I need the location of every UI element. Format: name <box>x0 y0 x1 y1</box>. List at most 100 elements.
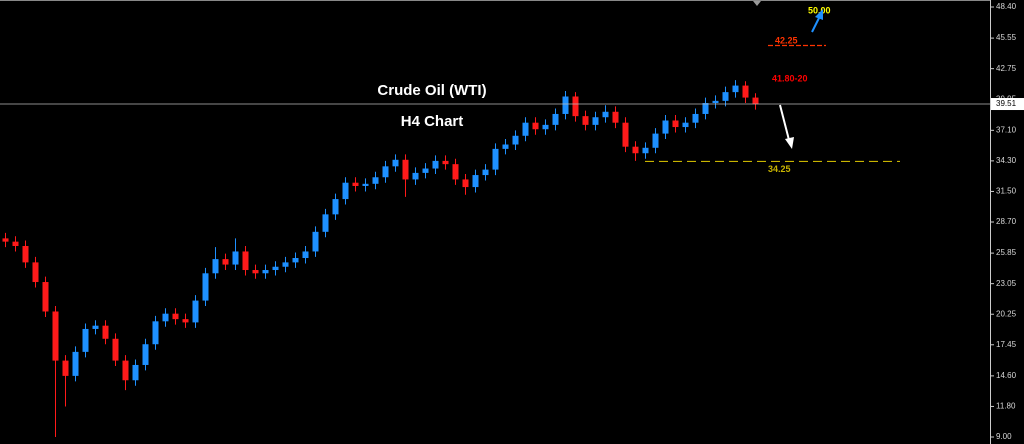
candle-body <box>602 111 609 118</box>
last-price-label: 39.51 <box>996 99 1017 108</box>
candle-body <box>572 96 579 117</box>
candle-body <box>202 273 209 301</box>
candle-body <box>452 164 459 180</box>
up-arrow <box>811 15 821 33</box>
candle-body <box>12 241 19 247</box>
down-arrow <box>779 104 790 141</box>
level-label: 34.25 <box>768 164 791 174</box>
candle-body <box>552 113 559 125</box>
candle-body <box>362 183 369 186</box>
chart-subtitle: H4 Chart <box>401 113 464 130</box>
candle-body <box>32 262 39 283</box>
candle-body <box>532 122 539 130</box>
candle-body <box>182 319 189 323</box>
candle-body <box>272 266 279 271</box>
candle-body <box>672 120 679 128</box>
candle-body <box>462 179 469 188</box>
y-tick-label: 20.25 <box>996 309 1017 318</box>
candle-body <box>662 120 669 134</box>
candle-body <box>152 321 159 345</box>
candle-body <box>222 259 229 265</box>
candle-body <box>582 116 589 125</box>
candle-body <box>22 246 29 263</box>
candle-body <box>312 231 319 252</box>
candle-body <box>72 351 79 376</box>
y-tick-label: 31.50 <box>996 187 1017 196</box>
target-label: 50.00 <box>808 5 831 15</box>
candle-body <box>342 182 349 200</box>
candle-body <box>42 282 49 312</box>
target-label: 42.25 <box>775 35 798 45</box>
down-arrowhead <box>785 137 794 149</box>
candle-body <box>282 262 289 267</box>
shift-marker <box>753 1 761 6</box>
candle-body <box>52 311 59 361</box>
y-tick-label: 11.80 <box>996 402 1016 411</box>
candle-body <box>622 122 629 147</box>
candle-body <box>732 85 739 93</box>
candle-body <box>752 97 759 105</box>
candle-body <box>242 251 249 271</box>
y-tick-label: 37.10 <box>996 125 1017 134</box>
price-axis: 48.4045.5542.7539.9537.1034.3031.5028.70… <box>990 2 1024 441</box>
candle-body <box>492 148 499 170</box>
candle-body <box>132 364 139 381</box>
candle-body <box>432 160 439 169</box>
candle-body <box>392 159 399 167</box>
resistance-label: 41.80-20 <box>772 73 808 83</box>
plot-area: 34.25 <box>0 80 990 437</box>
candle-body <box>192 300 199 323</box>
candle-body <box>262 270 269 274</box>
candle-body <box>702 103 709 114</box>
candle-body <box>512 135 519 145</box>
candle-body <box>82 328 89 352</box>
y-tick-label: 17.45 <box>996 340 1017 349</box>
candle-body <box>382 166 389 178</box>
candle-body <box>292 258 299 263</box>
candle-body <box>742 85 749 98</box>
y-tick-label: 45.55 <box>996 33 1017 42</box>
candle-body <box>122 360 129 381</box>
candle-body <box>302 251 309 259</box>
candle-body <box>322 214 329 232</box>
candle-body <box>652 133 659 148</box>
y-tick-label: 23.05 <box>996 279 1017 288</box>
candle-body <box>642 147 649 154</box>
candle-body <box>62 360 69 376</box>
last-price-box <box>991 98 1024 111</box>
candle-body <box>112 338 119 361</box>
candle-body <box>212 259 219 274</box>
candle-body <box>92 325 99 329</box>
chart-title: Crude Oil (WTI) <box>377 82 486 99</box>
candle-body <box>2 238 9 242</box>
candle-body <box>632 146 639 154</box>
candle-body <box>142 344 149 365</box>
y-tick-label: 9.00 <box>996 432 1012 441</box>
candle-body <box>592 117 599 125</box>
candle-body <box>542 124 549 130</box>
candle-body <box>402 159 409 180</box>
candle-body <box>562 96 569 114</box>
y-tick-label: 28.70 <box>996 217 1017 226</box>
candle-body <box>682 122 689 128</box>
candle-body <box>232 251 239 265</box>
y-tick-label: 14.60 <box>996 371 1017 380</box>
candle-body <box>372 177 379 184</box>
candle-body <box>692 113 699 123</box>
candle-body <box>522 122 529 136</box>
candle-body <box>712 100 719 104</box>
candle-body <box>472 175 479 188</box>
y-tick-label: 48.40 <box>996 2 1017 11</box>
candle-body <box>162 313 169 322</box>
candle-body <box>412 172 419 180</box>
candle-body <box>482 169 489 176</box>
y-tick-label: 25.85 <box>996 248 1017 257</box>
candle-body <box>722 92 729 101</box>
candle-body <box>352 182 359 186</box>
candle-body <box>332 199 339 215</box>
up-arrowhead <box>815 9 823 20</box>
candle-body <box>442 160 449 165</box>
candle-body <box>102 325 109 339</box>
